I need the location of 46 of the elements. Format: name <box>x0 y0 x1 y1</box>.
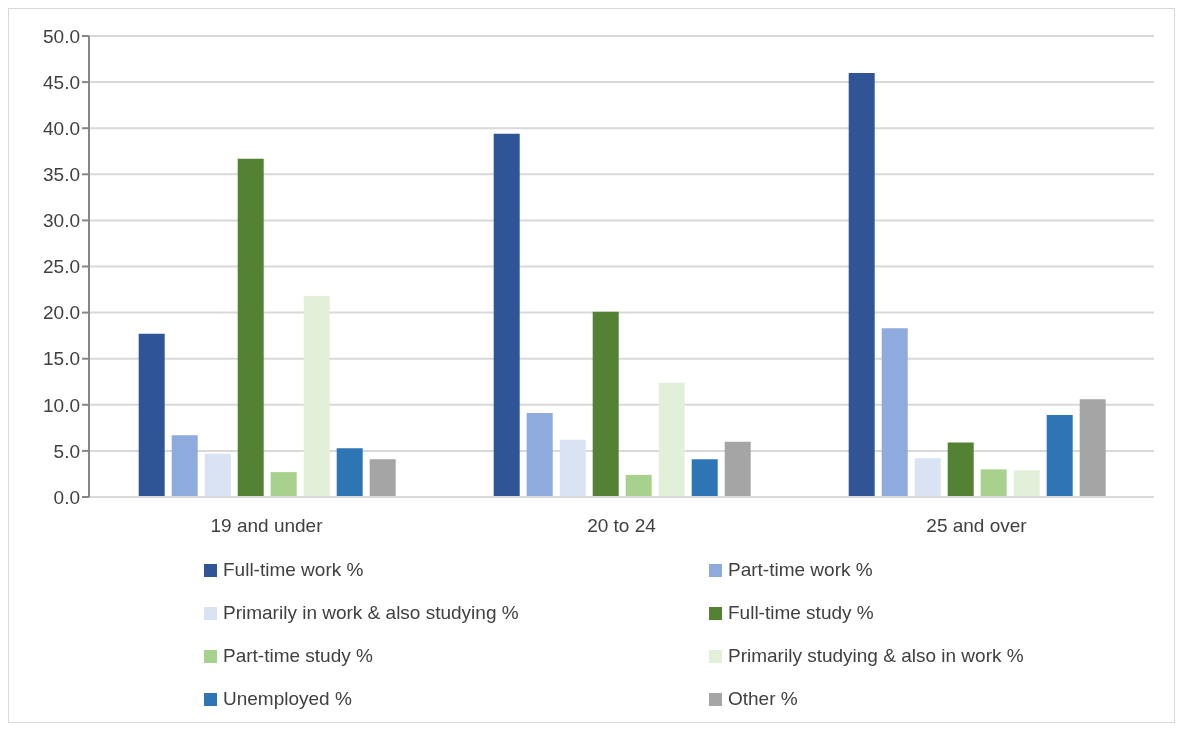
bar <box>270 472 297 497</box>
bar <box>881 328 908 497</box>
legend-label: Unemployed % <box>223 688 352 710</box>
bar <box>1079 399 1106 497</box>
legend-label: Primarily studying & also in work % <box>728 645 1024 667</box>
x-tick-label: 25 and over <box>926 515 1028 537</box>
bar <box>526 413 553 497</box>
y-tick-label: 0.0 <box>53 486 80 508</box>
y-tick-label: 10.0 <box>43 394 80 416</box>
y-tick-label: 50.0 <box>43 25 80 47</box>
bar <box>493 133 520 497</box>
legend-label: Primarily in work & also studying % <box>223 602 519 624</box>
x-tick-label: 19 and under <box>210 515 324 537</box>
bar <box>658 382 685 497</box>
x-tick-label: 20 to 24 <box>587 515 657 537</box>
legend-label: Other % <box>728 688 798 710</box>
y-tick-label: 30.0 <box>43 210 80 232</box>
bar <box>980 469 1007 497</box>
bar <box>171 435 198 497</box>
y-tick-label: 35.0 <box>43 164 80 186</box>
bar <box>691 459 718 497</box>
bar <box>1013 470 1040 497</box>
y-tick-label: 25.0 <box>43 256 80 278</box>
bar <box>724 441 751 497</box>
bar <box>204 453 231 497</box>
bar <box>1046 414 1073 497</box>
legend-label: Part-time study % <box>223 645 373 667</box>
y-tick-label: 40.0 <box>43 117 80 139</box>
y-tick-label: 20.0 <box>43 302 80 324</box>
bar <box>592 311 619 497</box>
bar <box>237 158 264 497</box>
bar <box>947 442 974 497</box>
legend-label: Full-time study % <box>728 602 874 624</box>
bar <box>914 458 941 497</box>
bar <box>336 448 363 497</box>
bar <box>369 459 396 497</box>
bar <box>559 439 586 497</box>
y-tick-label: 15.0 <box>43 348 80 370</box>
y-tick-label: 5.0 <box>53 440 80 462</box>
bar <box>848 72 875 497</box>
y-tick-label: 45.0 <box>43 71 80 93</box>
bar <box>138 333 165 497</box>
bar <box>303 296 330 497</box>
bar <box>625 474 652 497</box>
legend-label: Full-time work % <box>223 559 364 581</box>
legend-label: Part-time work % <box>728 559 873 581</box>
